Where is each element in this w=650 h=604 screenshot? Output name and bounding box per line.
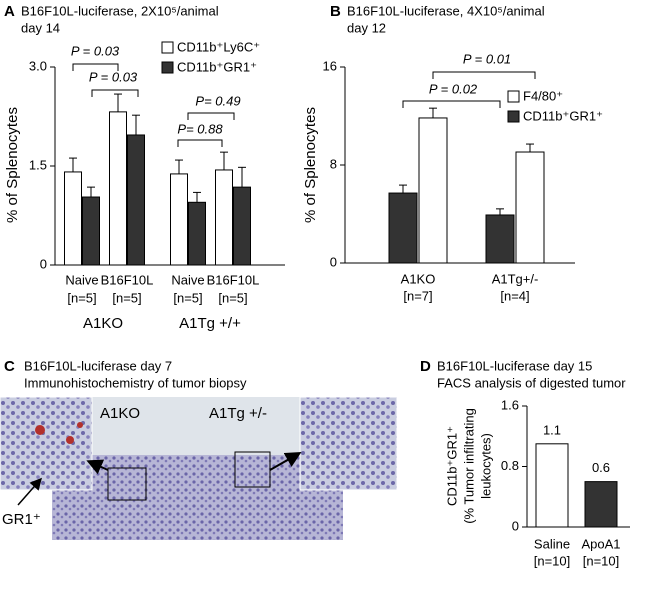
bar [109, 111, 127, 266]
y-axis-label: % of Splenocytes [4, 107, 21, 223]
zoom-box [107, 467, 147, 501]
n-label: [n=5] [173, 290, 202, 305]
x-tick-label: Naive [171, 272, 204, 287]
chart-subtitle: FACS analysis of digested tumor [437, 375, 626, 390]
y-tick-label: 1.6 [501, 397, 519, 412]
image-label: A1KO [100, 405, 140, 422]
chart-title: B16F10L-luciferase day 15 [437, 358, 592, 373]
arrow [17, 477, 42, 506]
bar [485, 214, 515, 264]
x-tick-label: A1Tg+/- [492, 271, 539, 286]
annotation: P = 0.03 [71, 43, 120, 58]
arrow [269, 452, 302, 471]
bar [388, 192, 418, 264]
significance-bracket [432, 71, 536, 79]
y-tick-label: 0 [40, 256, 47, 271]
bar [418, 117, 448, 264]
marker-label: GR1⁺ [2, 511, 41, 528]
panel-subtitle: Immunohistochemistry of tumor biopsy [24, 375, 247, 390]
bar [170, 173, 188, 266]
bar [233, 186, 251, 266]
significance-bracket [402, 100, 501, 108]
chart-title: B16F10L-luciferase, 2X10⁵/animal [21, 3, 219, 18]
value-label: 0.6 [592, 460, 610, 475]
legend-label: CD11b⁺Ly6C⁺ [177, 39, 260, 54]
annotation: P = 0.01 [463, 51, 511, 66]
legend-swatch [161, 61, 174, 74]
n-label: [n=5] [67, 290, 96, 305]
panel-label: B [330, 3, 341, 20]
y-tick-label: 8 [330, 156, 337, 171]
x-tick-label: ApoA1 [581, 536, 620, 551]
y-axis-label: leukocytes) [478, 433, 493, 499]
annotation: P= 0.49 [195, 93, 240, 108]
annotation: P= 0.88 [177, 121, 223, 136]
bar [584, 481, 618, 528]
y-tick-label: 0 [512, 518, 519, 533]
legend-label: CD11b⁺GR1⁺ [177, 59, 257, 74]
inset-right [299, 396, 398, 491]
n-label: [n=10] [583, 553, 620, 568]
legend-swatch [507, 110, 520, 123]
n-label: [n=10] [534, 553, 571, 568]
bar [64, 171, 82, 266]
chart-subtitle: day 12 [347, 20, 386, 35]
x-tick-label: Naive [65, 272, 98, 287]
x-tick-label: B16F10L [207, 272, 260, 287]
group-label: A1Tg +/+ [179, 315, 241, 332]
bar [535, 443, 569, 528]
significance-bracket [72, 63, 119, 71]
micrographs [0, 396, 398, 540]
y-axis-label: (% Tumor infiltrating [461, 408, 476, 524]
n-label: [n=5] [112, 290, 141, 305]
significance-bracket [187, 112, 235, 120]
panel-label: A [4, 3, 15, 20]
panel-title: B16F10L-luciferase day 7 [24, 358, 172, 373]
legend-label: CD11b⁺GR1⁺ [523, 108, 603, 123]
inset-left [0, 396, 93, 491]
y-axis-label: CD11b⁺GR1⁺ [444, 426, 459, 506]
value-label: 1.1 [543, 422, 561, 437]
y-tick-label: 1.5 [29, 157, 47, 172]
group-label: A1KO [83, 315, 123, 332]
n-label: [n=7] [403, 288, 432, 303]
significance-bracket [177, 139, 223, 147]
y-tick-label: 16 [323, 58, 337, 73]
bar [82, 196, 100, 266]
legend-label: F4/80⁺ [523, 88, 563, 103]
bar [215, 169, 233, 266]
annotation: P = 0.03 [89, 69, 138, 84]
x-tick-label: B16F10L [101, 272, 154, 287]
y-axis-label: % of Splenocytes [302, 107, 319, 223]
x-tick-label: A1KO [401, 271, 436, 286]
annotation: P = 0.02 [429, 81, 478, 96]
bar [127, 134, 145, 266]
n-label: [n=4] [500, 288, 529, 303]
arrow [86, 459, 109, 475]
chart-title: B16F10L-luciferase, 4X10⁵/animal [347, 3, 545, 18]
legend-swatch [161, 41, 174, 54]
n-label: [n=5] [218, 290, 247, 305]
y-tick-label: 0 [330, 254, 337, 269]
panel-label: D [420, 358, 431, 375]
bar [515, 151, 545, 264]
x-tick-label: Saline [534, 536, 570, 551]
bar [188, 201, 206, 266]
chart-subtitle: day 14 [21, 20, 60, 35]
y-tick-label: 3.0 [29, 58, 47, 73]
image-label: A1Tg +/- [209, 405, 267, 422]
legend-swatch [507, 90, 520, 103]
panel-label: C [4, 358, 15, 375]
significance-bracket [91, 89, 139, 97]
y-tick-label: 0.8 [501, 458, 519, 473]
